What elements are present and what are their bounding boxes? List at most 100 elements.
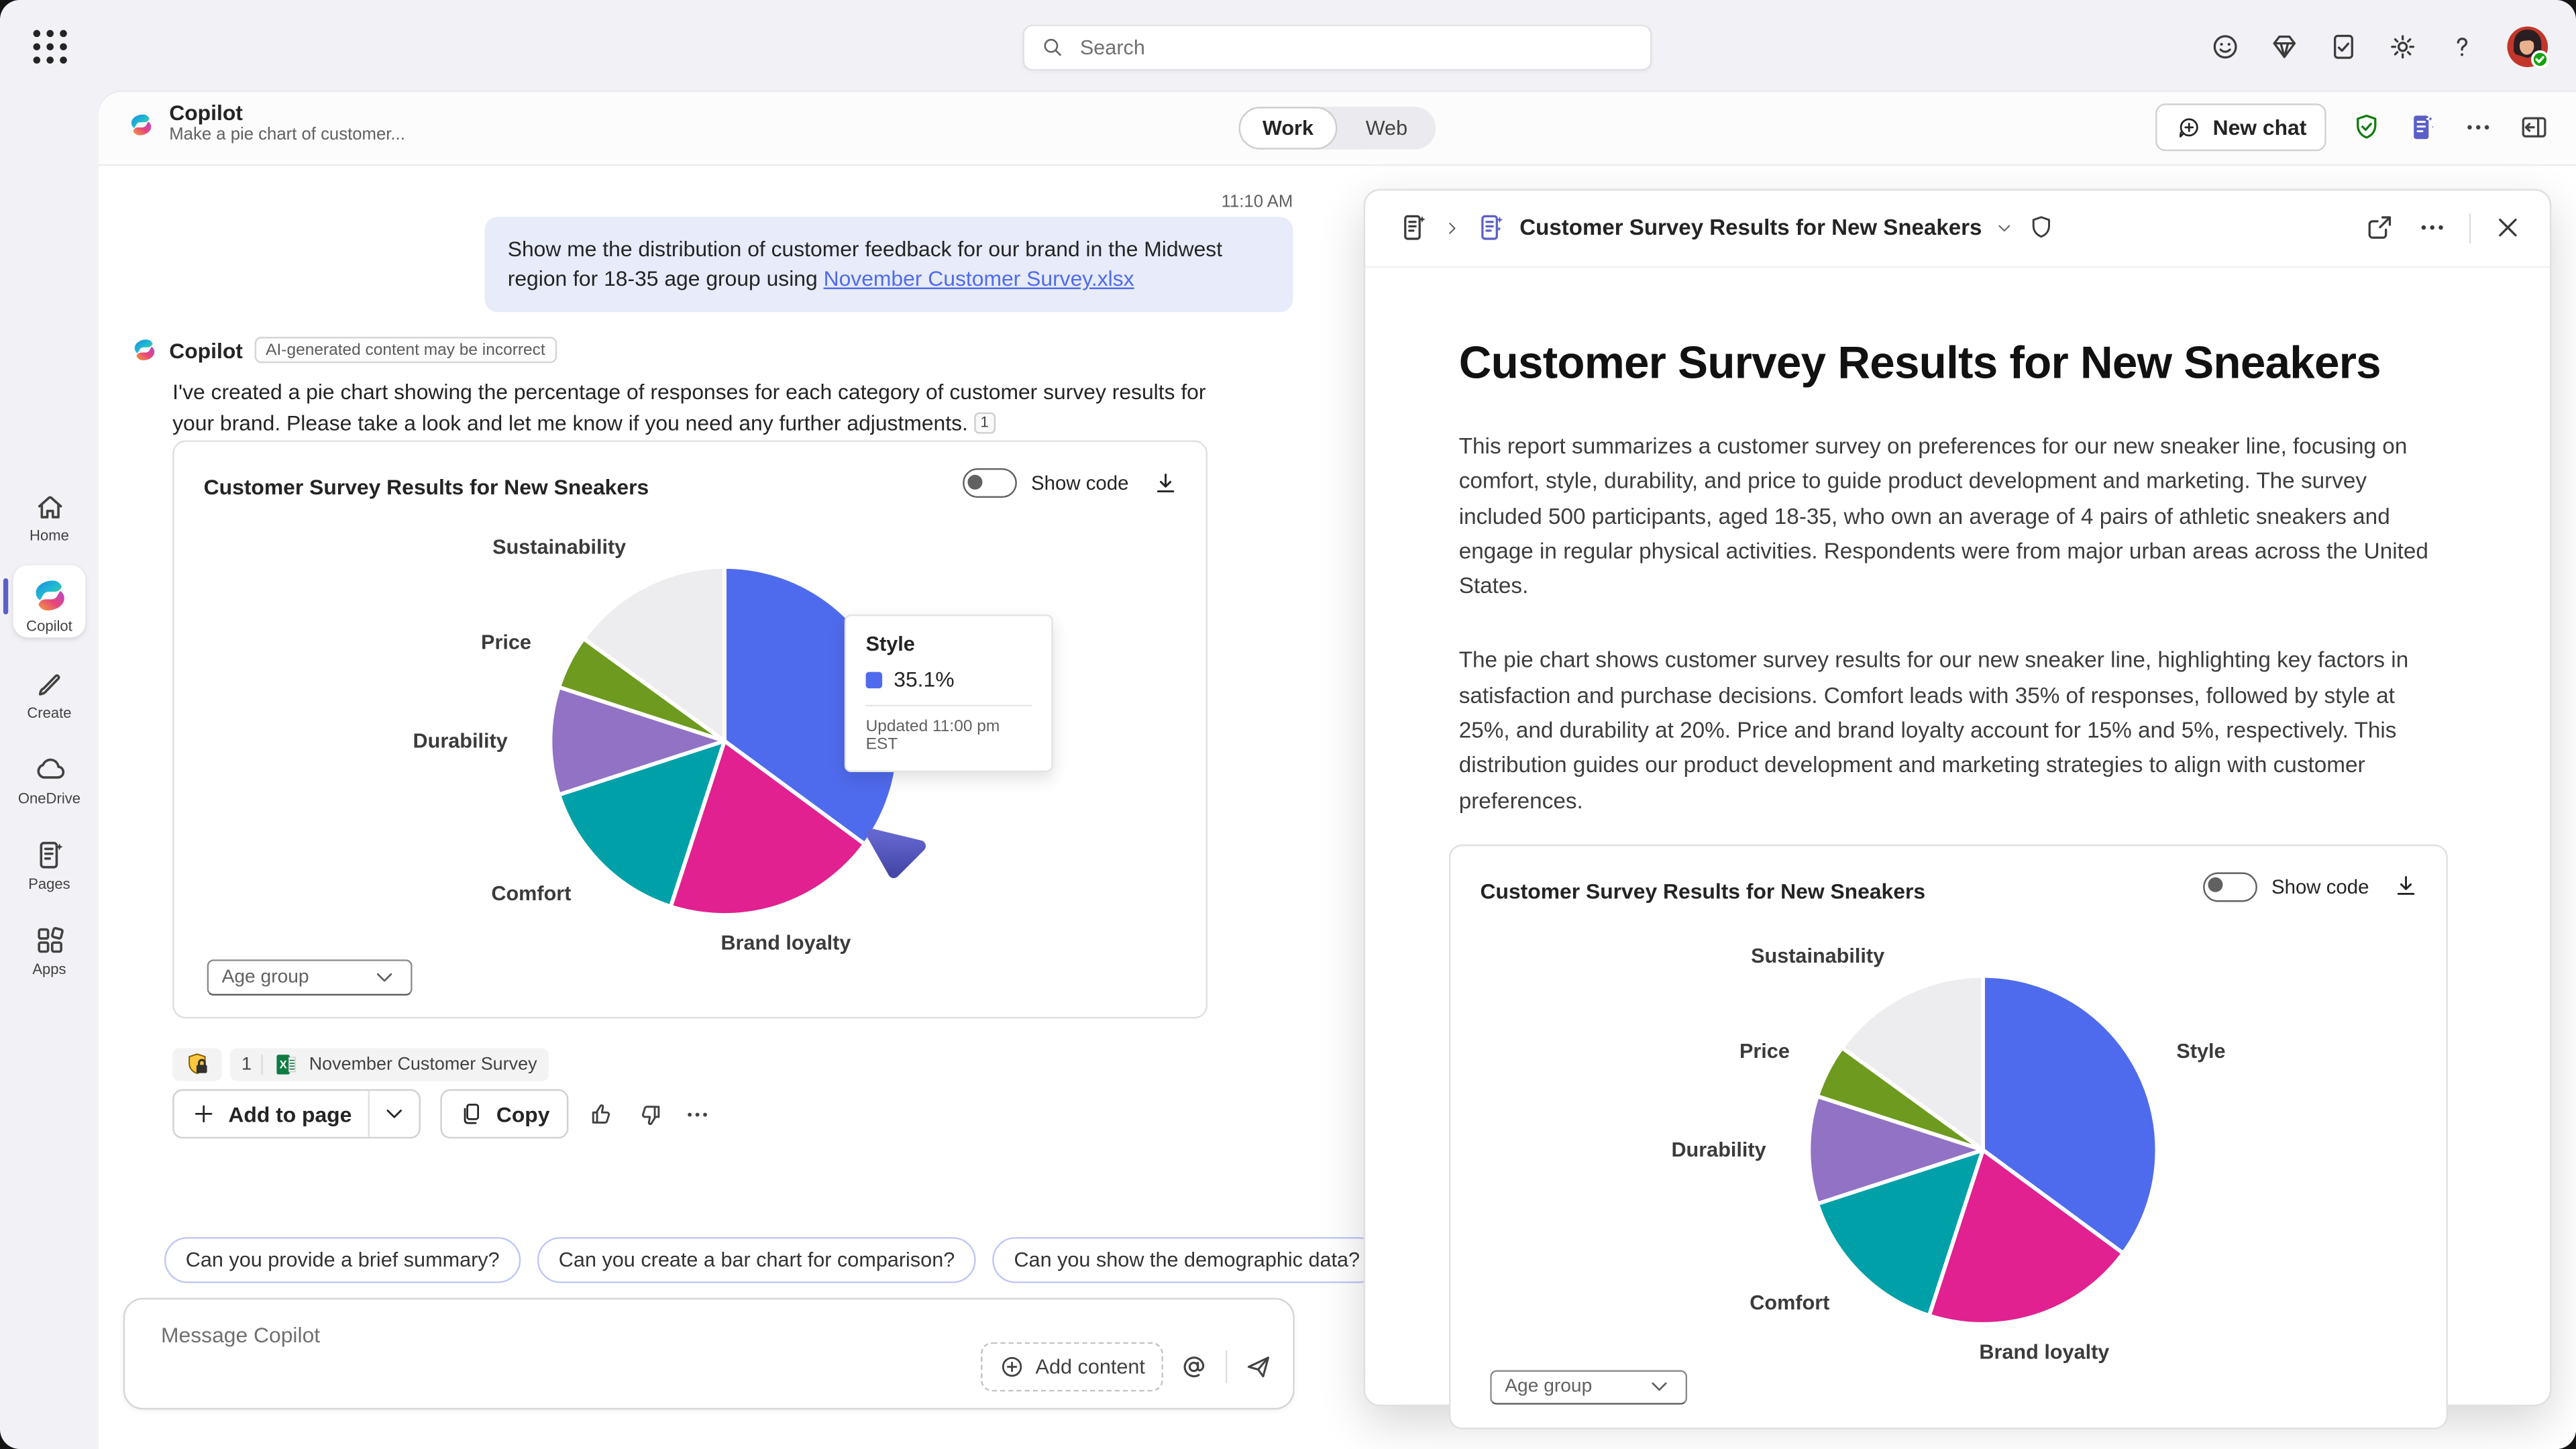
pie-slice-brand-loyalty[interactable] [1927,1148,2125,1326]
copilot-response-text: I've created a pie chart showing the per… [172,379,1206,435]
add-to-page-button[interactable]: Add to page [172,1089,421,1139]
pie-slice-durability[interactable] [1807,1094,1985,1206]
send-icon[interactable] [1244,1352,1273,1382]
rail-nav: Home Copilot Create OneDrive [0,473,99,992]
copilot-response-header: Copilot AI-generated content may be inco… [131,337,557,364]
search-bar[interactable] [1022,24,1652,71]
tooltip-swatch [865,671,883,688]
share-icon[interactable] [2364,212,2396,244]
rail-active-indicator [3,578,9,614]
main-area: Copilot Make a pie chart of customer... … [98,0,2576,1449]
topbar [99,0,2576,92]
rail-item-create[interactable]: Create [0,651,99,736]
rail-item-pages[interactable]: Pages [0,821,99,906]
chat-title-truncated: Make a pie chart of customer... [169,125,405,145]
suggestion-pill[interactable]: Can you create a bar chart for compariso… [537,1237,977,1283]
pie-slice-durability[interactable] [548,685,727,797]
pages-doc-icon [32,837,66,871]
more-actions-icon[interactable] [683,1100,711,1128]
thumbs-down-icon[interactable] [635,1100,663,1128]
copilot-name: Copilot [169,337,243,363]
download-icon[interactable] [1152,469,1180,497]
rail-item-onedrive[interactable]: OneDrive [0,736,99,821]
protected-content-chip[interactable] [172,1048,222,1081]
rail-item-apps[interactable]: Apps [0,907,99,992]
close-icon[interactable] [2492,212,2524,244]
help-icon[interactable] [2447,30,2478,62]
ai-disclaimer-badge: AI-generated content may be incorrect [254,337,557,364]
composer-input[interactable] [158,1319,953,1392]
show-code-toggle[interactable] [2202,872,2257,902]
tooltip-series: Style [865,632,915,656]
header-divider [2469,213,2471,243]
feedback-smiley-icon[interactable] [2210,30,2241,62]
shield-lock-icon [184,1051,210,1077]
protected-shield-icon[interactable] [2351,112,2382,144]
pie-label-price: Price [481,631,531,654]
rail-item-home[interactable]: Home [0,473,99,558]
message-composer[interactable]: Add content [123,1297,1295,1410]
pages-sparkle-icon[interactable] [2407,112,2438,144]
chip-divider [261,1055,264,1075]
download-icon[interactable] [2392,873,2420,902]
composer-divider [1225,1350,1228,1384]
more-options-icon[interactable] [2416,212,2448,244]
tab-web[interactable]: Web [1365,116,1408,140]
copy-icon [459,1101,485,1127]
attachment-link[interactable]: November Customer Survey.xlsx [823,266,1134,291]
copy-button[interactable]: Copy [440,1089,568,1139]
search-input[interactable] [1076,34,1634,61]
add-to-page-label: Add to page [228,1102,352,1126]
onedrive-cloud-icon [32,751,66,786]
message-timestamp: 11:10 AM [1221,192,1293,212]
document-title-breadcrumb[interactable]: Customer Survey Results for New Sneakers [1519,215,1982,240]
show-code-toggle[interactable] [962,468,1017,498]
page-sparkle-icon[interactable] [1398,212,1430,244]
shield-outline-icon[interactable] [2028,213,2056,241]
pie-label-durability: Durability [413,729,508,753]
rail-item-label: Apps [32,960,66,977]
topbar-actions [2210,0,2550,92]
pie-label-style: Style [2176,1040,2226,1064]
work-web-toggle: Work Web [1238,107,1436,150]
thumbs-up-icon[interactable] [588,1100,616,1128]
doc-sparkle-blue-icon[interactable] [1475,212,1507,244]
chart-title: Customer Survey Results for New Sneakers [1480,879,1926,904]
pie-label-sustainability: Sustainability [492,536,627,559]
pie-slice-brand-loyalty[interactable] [668,739,867,917]
pie-slice-sustainability[interactable] [582,564,727,743]
svg-text:X: X [280,1058,287,1071]
age-group-dropdown[interactable]: Age group [1490,1370,1688,1405]
account-avatar[interactable] [2506,24,2550,68]
add-to-page-menu[interactable] [370,1091,419,1137]
copilot-logo [30,576,68,613]
add-content-button[interactable]: Add content [981,1342,1163,1392]
tasks-check-icon[interactable] [2328,30,2359,62]
new-chat-button[interactable]: New chat [2155,103,2326,152]
tab-work[interactable]: Work [1238,107,1338,150]
button-divider [368,1091,370,1137]
chart-controls: Show code [2202,872,2420,902]
reference-count: 1 [241,1055,252,1075]
chart-card-chat: Customer Survey Results for New Sneakers… [172,440,1208,1019]
collapse-panel-icon[interactable] [2518,112,2550,144]
reference-file-chip[interactable]: 1 X November Customer Survey [229,1048,549,1081]
pie-slice-sustainability[interactable] [1839,973,1985,1152]
settings-gear-icon[interactable] [2387,30,2418,62]
more-options-icon[interactable] [2463,112,2494,144]
pie-slice-style[interactable] [1980,973,2159,1256]
copy-label: Copy [496,1102,550,1126]
citation-chip[interactable]: 1 [973,412,996,434]
mention-icon[interactable] [1179,1352,1209,1382]
age-group-dropdown[interactable]: Age group [207,959,413,996]
document-body: Customer Survey Results for New Sneakers… [1365,337,2550,1430]
app-launcher-button[interactable] [28,25,72,69]
chevron-down-icon[interactable] [1995,217,2015,237]
suggestion-pill[interactable]: Can you show the demographic data? [992,1237,1381,1283]
rail-item-copilot[interactable]: Copilot [0,559,99,651]
premium-gem-icon[interactable] [2269,30,2300,62]
chart-tooltip: Style 35.1% Updated 11:00 pm EST [844,614,1053,773]
document-breadcrumb: Customer Survey Results for New Sneakers [1398,212,2055,244]
response-actions: Add to page Copy [172,1089,711,1139]
suggestion-pill[interactable]: Can you provide a brief summary? [164,1237,521,1283]
